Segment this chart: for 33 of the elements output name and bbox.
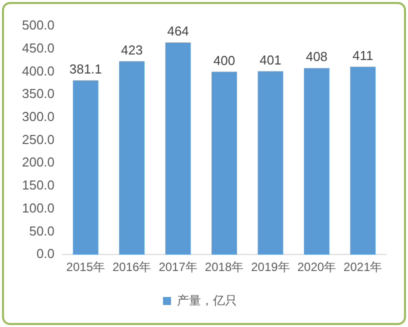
y-tick-label: 500.0 — [22, 18, 55, 33]
x-tick-label: 2017年 — [158, 260, 198, 274]
bar — [212, 72, 237, 255]
legend-label: 产量，亿只 — [177, 293, 237, 308]
bar — [350, 66, 376, 255]
y-tick-label: 250.0 — [22, 132, 55, 147]
data-label: 423 — [120, 42, 143, 58]
bar — [165, 42, 191, 255]
y-tick-label: 0.0 — [36, 246, 55, 262]
data-label: 464 — [167, 24, 189, 39]
x-tick-label: 2018年 — [204, 260, 244, 274]
y-tick-label: 450.0 — [22, 40, 55, 56]
x-tick-label: 2015年 — [66, 260, 105, 274]
data-label: 400 — [213, 52, 236, 68]
y-tick-label: 300.0 — [22, 109, 55, 124]
y-tick-label: 200.0 — [22, 154, 55, 170]
bar — [304, 68, 330, 255]
x-tick-label: 2016年 — [112, 260, 152, 274]
data-label: 401 — [260, 52, 282, 68]
bar — [119, 61, 145, 255]
bar — [72, 80, 98, 255]
x-tick-label: 2021年 — [344, 260, 382, 274]
y-tick-label: 50.0 — [29, 223, 55, 238]
data-label: 381.1 — [69, 61, 102, 76]
data-label: 408 — [306, 49, 328, 64]
y-tick-label: 100.0 — [22, 200, 55, 216]
data-label: 411 — [352, 48, 374, 63]
bar — [258, 71, 284, 255]
y-tick-label: 350.0 — [22, 86, 55, 102]
y-tick-label: 400.0 — [22, 63, 55, 78]
x-tick-label: 2019年 — [251, 260, 290, 274]
y-tick-label: 150.0 — [22, 178, 55, 193]
x-tick-label: 2020年 — [297, 260, 336, 274]
